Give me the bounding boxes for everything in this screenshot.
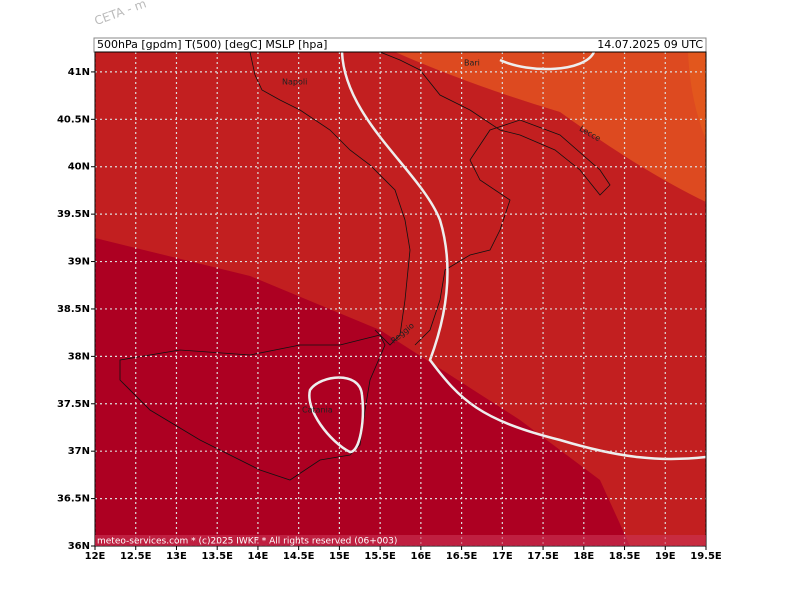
x-tick-label: 12E — [85, 551, 106, 562]
temp-region — [688, 52, 706, 140]
model-label: CETA - m — [92, 0, 148, 28]
x-tick-label: 17E — [492, 551, 513, 562]
x-tick-label: 16.5E — [446, 551, 478, 562]
x-tick-label: 13E — [166, 551, 187, 562]
footer: meteo-services.com * (c)2025 IWKF * All … — [97, 537, 397, 547]
y-tick-label: 41N — [68, 67, 90, 78]
city-label: Catania — [302, 406, 333, 415]
y-tick-label: 36.5N — [57, 494, 90, 505]
x-tick-label: 15.5E — [364, 551, 396, 562]
x-tick-label: 19.5E — [690, 551, 722, 562]
x-tick-label: 16E — [410, 551, 431, 562]
x-tick-label: 19E — [655, 551, 676, 562]
footer-bar — [95, 535, 706, 546]
x-tick-label: 17.5E — [527, 551, 559, 562]
x-tick-label: 18.5E — [609, 551, 641, 562]
isobar — [308, 52, 706, 461]
y-tick-label: 39N — [68, 257, 90, 268]
valid-time: 14.07.2025 09 UTC — [597, 38, 703, 51]
x-tick-label: 14E — [248, 551, 269, 562]
city-label: Bari — [464, 59, 480, 68]
y-tick-label: 38.5N — [57, 304, 90, 315]
x-tick-label: 13.5E — [201, 551, 233, 562]
y-tick-label: 40N — [68, 162, 90, 173]
y-tick-label: 36N — [68, 541, 90, 552]
x-tick-label: 18E — [573, 551, 594, 562]
y-tick-label: 40.5N — [57, 114, 90, 125]
map-title: 500hPa [gpdm] T(500) [degC] MSLP [hpa] — [97, 38, 327, 51]
y-tick-label: 38N — [68, 351, 90, 362]
temp-region — [395, 52, 706, 202]
x-tick-label: 15E — [329, 551, 350, 562]
x-tick-label: 12.5E — [120, 551, 152, 562]
city-label: Napoli — [282, 78, 307, 87]
y-tick-label: 37N — [68, 446, 90, 457]
x-tick-label: 14.5E — [283, 551, 315, 562]
y-tick-label: 39.5N — [57, 209, 90, 220]
y-tick-label: 37.5N — [57, 399, 90, 410]
